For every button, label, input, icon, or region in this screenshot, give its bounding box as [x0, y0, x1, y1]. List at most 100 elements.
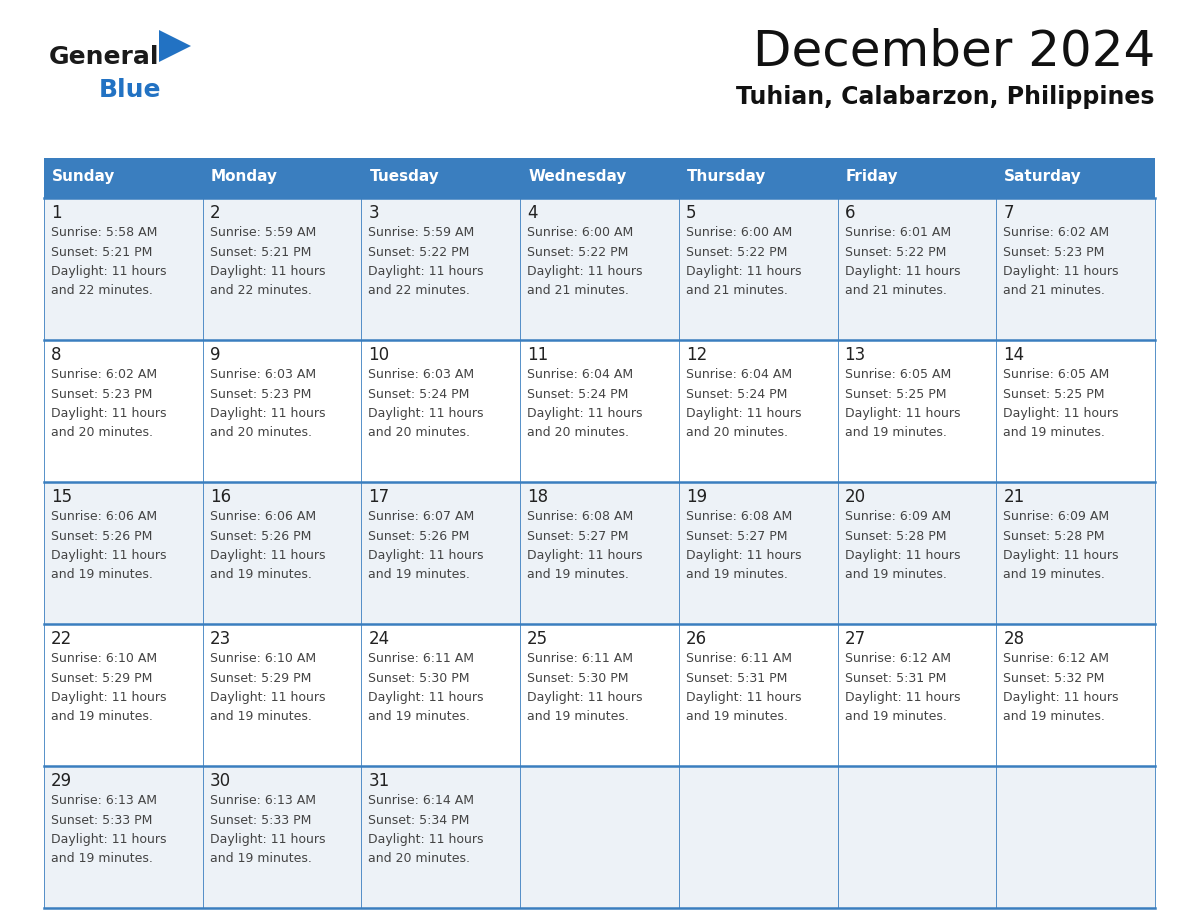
Bar: [678, 624, 838, 766]
Bar: [361, 340, 520, 482]
Text: Sunset: 5:25 PM: Sunset: 5:25 PM: [845, 387, 946, 400]
Text: Sunset: 5:26 PM: Sunset: 5:26 PM: [210, 530, 311, 543]
Text: Sunrise: 6:00 AM: Sunrise: 6:00 AM: [685, 226, 792, 239]
Text: Daylight: 11 hours: Daylight: 11 hours: [845, 549, 960, 562]
Text: Sunset: 5:24 PM: Sunset: 5:24 PM: [527, 387, 628, 400]
Text: Sunset: 5:33 PM: Sunset: 5:33 PM: [51, 813, 152, 826]
Text: Daylight: 11 hours: Daylight: 11 hours: [368, 833, 484, 846]
Text: Sunrise: 6:11 AM: Sunrise: 6:11 AM: [685, 652, 792, 665]
Text: 25: 25: [527, 630, 549, 648]
Text: Sunrise: 6:02 AM: Sunrise: 6:02 AM: [51, 368, 157, 381]
Text: Sunset: 5:31 PM: Sunset: 5:31 PM: [845, 671, 946, 685]
Text: Sunset: 5:30 PM: Sunset: 5:30 PM: [527, 671, 628, 685]
Text: Sunset: 5:29 PM: Sunset: 5:29 PM: [51, 671, 152, 685]
Text: 4: 4: [527, 204, 538, 222]
Text: Daylight: 11 hours: Daylight: 11 hours: [210, 549, 326, 562]
Text: 3: 3: [368, 204, 379, 222]
Text: 22: 22: [51, 630, 72, 648]
Text: Sunrise: 6:01 AM: Sunrise: 6:01 AM: [845, 226, 950, 239]
Text: and 19 minutes.: and 19 minutes.: [845, 427, 947, 440]
Text: Monday: Monday: [210, 170, 278, 185]
Text: and 19 minutes.: and 19 minutes.: [527, 568, 628, 581]
Text: Daylight: 11 hours: Daylight: 11 hours: [51, 265, 166, 278]
Bar: [838, 624, 997, 766]
Text: 26: 26: [685, 630, 707, 648]
Text: and 19 minutes.: and 19 minutes.: [51, 853, 153, 866]
Text: and 19 minutes.: and 19 minutes.: [1004, 568, 1105, 581]
Text: Sunset: 5:22 PM: Sunset: 5:22 PM: [527, 245, 628, 259]
Text: Sunset: 5:31 PM: Sunset: 5:31 PM: [685, 671, 788, 685]
Text: Daylight: 11 hours: Daylight: 11 hours: [51, 691, 166, 704]
Text: Sunset: 5:29 PM: Sunset: 5:29 PM: [210, 671, 311, 685]
Text: 1: 1: [51, 204, 62, 222]
Bar: [838, 158, 997, 198]
Text: and 19 minutes.: and 19 minutes.: [845, 568, 947, 581]
Text: and 20 minutes.: and 20 minutes.: [368, 853, 470, 866]
Bar: [361, 766, 520, 908]
Text: Daylight: 11 hours: Daylight: 11 hours: [210, 407, 326, 420]
Text: Daylight: 11 hours: Daylight: 11 hours: [845, 691, 960, 704]
Text: Sunset: 5:24 PM: Sunset: 5:24 PM: [685, 387, 788, 400]
Text: Sunrise: 6:11 AM: Sunrise: 6:11 AM: [368, 652, 474, 665]
Text: 5: 5: [685, 204, 696, 222]
Text: and 19 minutes.: and 19 minutes.: [685, 568, 788, 581]
Text: Sunrise: 6:11 AM: Sunrise: 6:11 AM: [527, 652, 633, 665]
Bar: [361, 482, 520, 624]
Text: 31: 31: [368, 772, 390, 790]
Text: Daylight: 11 hours: Daylight: 11 hours: [527, 407, 643, 420]
Bar: [838, 766, 997, 908]
Text: 30: 30: [210, 772, 230, 790]
Bar: [838, 482, 997, 624]
Bar: [997, 158, 1155, 198]
Text: and 22 minutes.: and 22 minutes.: [368, 285, 470, 297]
Text: and 19 minutes.: and 19 minutes.: [210, 568, 311, 581]
Text: Daylight: 11 hours: Daylight: 11 hours: [527, 265, 643, 278]
Text: Sunset: 5:21 PM: Sunset: 5:21 PM: [51, 245, 152, 259]
Text: 2: 2: [210, 204, 220, 222]
Text: Sunrise: 5:59 AM: Sunrise: 5:59 AM: [368, 226, 475, 239]
Text: 12: 12: [685, 346, 707, 364]
Text: Sunrise: 6:06 AM: Sunrise: 6:06 AM: [51, 510, 157, 523]
Text: and 19 minutes.: and 19 minutes.: [1004, 427, 1105, 440]
Bar: [44, 158, 203, 198]
Text: Sunrise: 6:03 AM: Sunrise: 6:03 AM: [210, 368, 316, 381]
Text: Sunset: 5:27 PM: Sunset: 5:27 PM: [527, 530, 628, 543]
Text: Daylight: 11 hours: Daylight: 11 hours: [210, 833, 326, 846]
Bar: [838, 340, 997, 482]
Text: Sunrise: 6:04 AM: Sunrise: 6:04 AM: [685, 368, 792, 381]
Bar: [203, 158, 361, 198]
Text: Daylight: 11 hours: Daylight: 11 hours: [1004, 691, 1119, 704]
Bar: [997, 624, 1155, 766]
Text: 29: 29: [51, 772, 72, 790]
Text: Sunset: 5:32 PM: Sunset: 5:32 PM: [1004, 671, 1105, 685]
Text: Sunrise: 6:00 AM: Sunrise: 6:00 AM: [527, 226, 633, 239]
Text: Sunset: 5:30 PM: Sunset: 5:30 PM: [368, 671, 470, 685]
Text: Sunrise: 5:58 AM: Sunrise: 5:58 AM: [51, 226, 157, 239]
Text: Daylight: 11 hours: Daylight: 11 hours: [1004, 407, 1119, 420]
Text: 18: 18: [527, 488, 549, 506]
Text: 23: 23: [210, 630, 230, 648]
Text: and 19 minutes.: and 19 minutes.: [368, 711, 470, 723]
Bar: [44, 340, 203, 482]
Text: Sunrise: 6:03 AM: Sunrise: 6:03 AM: [368, 368, 474, 381]
Text: and 21 minutes.: and 21 minutes.: [685, 285, 788, 297]
Bar: [44, 482, 203, 624]
Bar: [678, 158, 838, 198]
Bar: [361, 158, 520, 198]
Text: and 20 minutes.: and 20 minutes.: [685, 427, 788, 440]
Text: 24: 24: [368, 630, 390, 648]
Text: 17: 17: [368, 488, 390, 506]
Text: 20: 20: [845, 488, 866, 506]
Text: and 21 minutes.: and 21 minutes.: [845, 285, 947, 297]
Text: Sunset: 5:25 PM: Sunset: 5:25 PM: [1004, 387, 1105, 400]
Bar: [203, 340, 361, 482]
Bar: [44, 624, 203, 766]
Text: 19: 19: [685, 488, 707, 506]
Text: Sunset: 5:28 PM: Sunset: 5:28 PM: [1004, 530, 1105, 543]
Text: Sunrise: 6:09 AM: Sunrise: 6:09 AM: [1004, 510, 1110, 523]
Text: Daylight: 11 hours: Daylight: 11 hours: [845, 265, 960, 278]
Bar: [203, 624, 361, 766]
Bar: [520, 482, 678, 624]
Bar: [520, 198, 678, 340]
Text: Sunrise: 6:12 AM: Sunrise: 6:12 AM: [845, 652, 950, 665]
